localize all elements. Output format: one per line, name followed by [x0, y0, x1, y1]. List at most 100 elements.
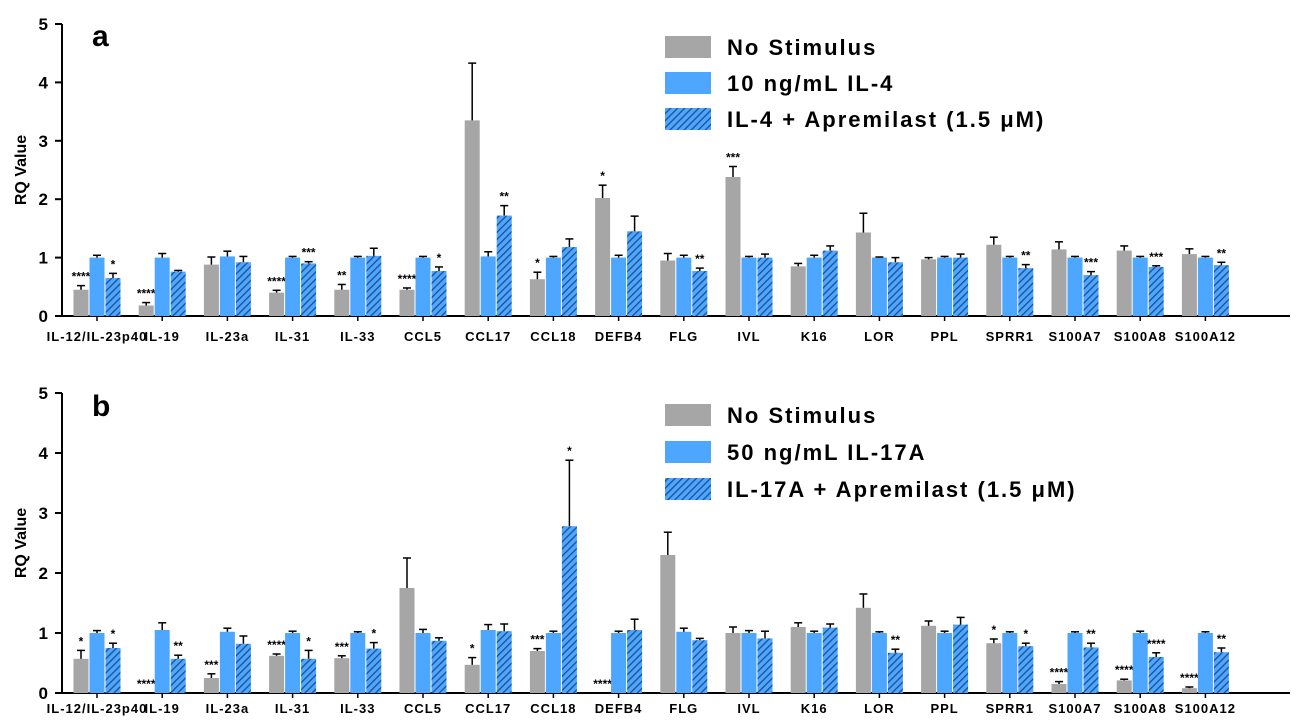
bar [757, 638, 773, 693]
x-tick-label: CCL5 [404, 329, 442, 344]
legend-label: No Stimulus [727, 403, 877, 428]
y-tick-label: 1 [39, 624, 48, 643]
bar [806, 257, 822, 316]
significance-label: **** [137, 287, 156, 301]
y-tick-label: 1 [39, 249, 48, 268]
bar [986, 643, 1002, 693]
bar [855, 232, 871, 316]
bar [1181, 688, 1197, 693]
significance-label: * [306, 634, 311, 648]
y-tick-label: 0 [39, 307, 48, 326]
significance-label: *** [1149, 250, 1163, 264]
y-tick-label: 0 [39, 684, 48, 703]
legend-label: 10 ng/mL IL-4 [727, 71, 894, 96]
x-tick-label: SPRR1 [986, 701, 1034, 716]
bar [219, 256, 235, 316]
significance-label: *** [335, 640, 349, 654]
bar [561, 247, 577, 316]
bar [921, 259, 937, 316]
x-tick-label: IL-19 [145, 701, 180, 716]
x-tick-label: S100A12 [1175, 329, 1236, 344]
bar [627, 231, 643, 316]
bar [757, 257, 773, 316]
x-tick-label: DEFB4 [595, 329, 643, 344]
significance-label: * [79, 634, 84, 648]
bar [73, 658, 89, 693]
bar [676, 631, 692, 693]
significance-label: **** [1180, 671, 1199, 685]
bar [154, 257, 170, 316]
bar [1067, 257, 1083, 316]
bar [1002, 257, 1018, 316]
bar [660, 555, 676, 693]
significance-label: **** [137, 677, 156, 691]
significance-label: * [1023, 627, 1028, 641]
significance-label: ** [891, 633, 901, 647]
bar [464, 120, 480, 316]
bar [822, 250, 838, 316]
x-tick-label: CCL5 [404, 701, 442, 716]
bar [741, 257, 757, 316]
legend-label: No Stimulus [727, 35, 877, 60]
bar [154, 630, 170, 693]
bar [855, 607, 871, 693]
bar [806, 633, 822, 693]
bar [1213, 265, 1229, 316]
legend-swatch [665, 108, 711, 130]
significance-label: *** [530, 633, 544, 647]
bar [1051, 684, 1067, 693]
y-tick-label: 4 [39, 73, 49, 92]
y-axis-label: RQ Value [13, 508, 30, 578]
bar [203, 678, 219, 693]
bar [871, 633, 887, 693]
significance-label: * [111, 257, 116, 271]
legend-label: 50 ng/mL IL-17A [727, 440, 927, 465]
significance-label: **** [593, 677, 612, 691]
significance-label: **** [1147, 637, 1166, 651]
x-tick-label: SPRR1 [986, 329, 1034, 344]
bar [725, 177, 741, 316]
bar [790, 627, 806, 693]
bar [350, 633, 366, 693]
bar [105, 278, 121, 316]
significance-label: ** [1217, 632, 1227, 646]
x-tick-label: IL-33 [340, 329, 375, 344]
x-tick-label: K16 [801, 329, 828, 344]
bar [269, 292, 285, 316]
bar [1197, 257, 1213, 316]
bar [676, 257, 692, 316]
y-tick-label: 3 [39, 504, 48, 523]
significance-label: * [111, 627, 116, 641]
bar [1018, 268, 1034, 316]
bar [285, 257, 301, 316]
x-tick-label: S100A8 [1114, 701, 1167, 716]
x-tick-label: PPL [930, 329, 958, 344]
bar [887, 652, 903, 693]
bar [1116, 680, 1132, 693]
bar [73, 289, 89, 316]
y-axis-label: RQ Value [13, 135, 30, 205]
legend-swatch [665, 404, 711, 426]
bar [350, 257, 366, 316]
bar [480, 256, 496, 316]
significance-label: ** [500, 190, 510, 204]
bar [871, 257, 887, 316]
bar [89, 257, 105, 316]
x-tick-label: FLG [669, 329, 698, 344]
legend-swatch [665, 478, 711, 500]
significance-label: ** [337, 268, 347, 282]
legend-swatch [665, 441, 711, 463]
legend-swatch [665, 72, 711, 94]
bar [1148, 266, 1164, 316]
significance-label: *** [204, 658, 218, 672]
x-tick-label: S100A12 [1175, 701, 1236, 716]
bar [1051, 249, 1067, 316]
significance-label: **** [1115, 663, 1134, 677]
bar [595, 198, 611, 316]
bar [480, 630, 496, 693]
x-tick-label: IL-19 [145, 329, 180, 344]
bar [545, 257, 561, 316]
bar [692, 640, 708, 693]
significance-label: * [535, 256, 540, 270]
